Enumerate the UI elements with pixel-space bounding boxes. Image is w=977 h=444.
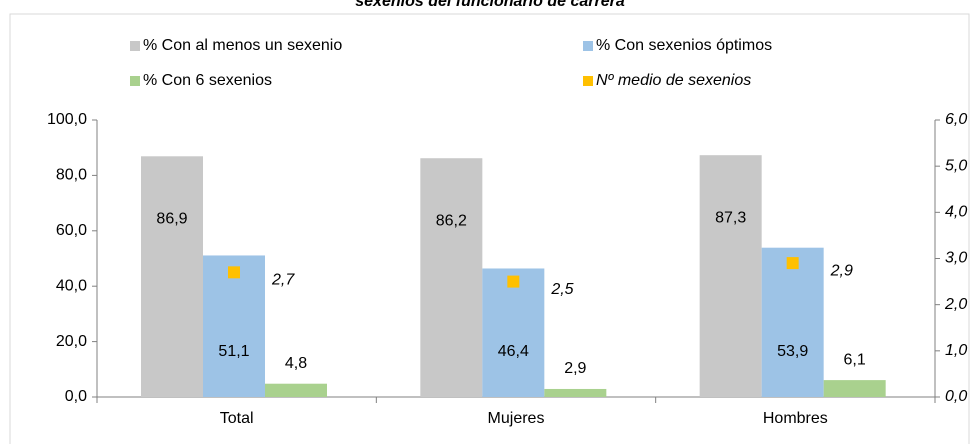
x-tick-label: Mujeres [488, 410, 545, 427]
marker [507, 275, 520, 288]
bar [823, 380, 886, 397]
y-tick-label: 80,0 [56, 167, 87, 184]
data-label: 86,2 [436, 212, 467, 229]
data-label: 87,3 [715, 209, 746, 226]
legend-swatch [583, 76, 593, 86]
y-tick-label: 40,0 [56, 277, 87, 294]
bar [544, 388, 607, 397]
y-tick-label: 0,0 [65, 388, 87, 405]
y2-tick-label: 0,0 [945, 388, 967, 405]
bar [265, 383, 327, 397]
bar [761, 247, 824, 397]
x-tick-label: Total [220, 410, 254, 427]
y-tick-label: 100,0 [47, 111, 87, 128]
legend-label: % Con sexenios óptimos [596, 37, 772, 54]
x-tick-label: Hombres [763, 410, 828, 427]
data-label: 53,9 [777, 343, 808, 360]
bar [482, 268, 545, 397]
y2-tick-label: 2,0 [944, 296, 967, 313]
data-label: 6,1 [844, 351, 866, 368]
marker [228, 266, 240, 279]
y2-tick-label: 5,0 [945, 157, 967, 174]
legend-swatch [583, 41, 593, 51]
y-tick-label: 20,0 [56, 333, 87, 350]
bar [203, 255, 265, 397]
data-label: 86,9 [156, 211, 187, 228]
data-label: 46,4 [498, 343, 529, 360]
legend-label: % Con al menos un sexenio [143, 37, 342, 54]
data-label: 2,9 [564, 360, 586, 377]
legend-swatch [130, 76, 140, 86]
y-tick-label: 60,0 [56, 222, 87, 239]
legend-label: Nº medio de sexenios [596, 72, 751, 89]
data-label: 51,1 [218, 343, 249, 360]
data-label: 2,7 [271, 272, 295, 289]
data-label: 4,8 [285, 355, 307, 372]
y2-tick-label: 4,0 [945, 204, 967, 221]
bar [420, 158, 483, 397]
chart-title: sexenios del funcionario de carrera [355, 0, 625, 10]
marker [786, 257, 799, 270]
y2-tick-label: 1,0 [945, 342, 967, 359]
y2-tick-label: 3,0 [945, 250, 967, 267]
bar [141, 156, 203, 397]
y2-tick-label: 6,0 [945, 111, 967, 128]
legend-swatch [130, 41, 140, 51]
data-label: 2,5 [550, 281, 573, 298]
data-label: 2,9 [830, 262, 853, 279]
bar [699, 155, 762, 397]
legend-label: % Con 6 sexenios [143, 72, 272, 89]
